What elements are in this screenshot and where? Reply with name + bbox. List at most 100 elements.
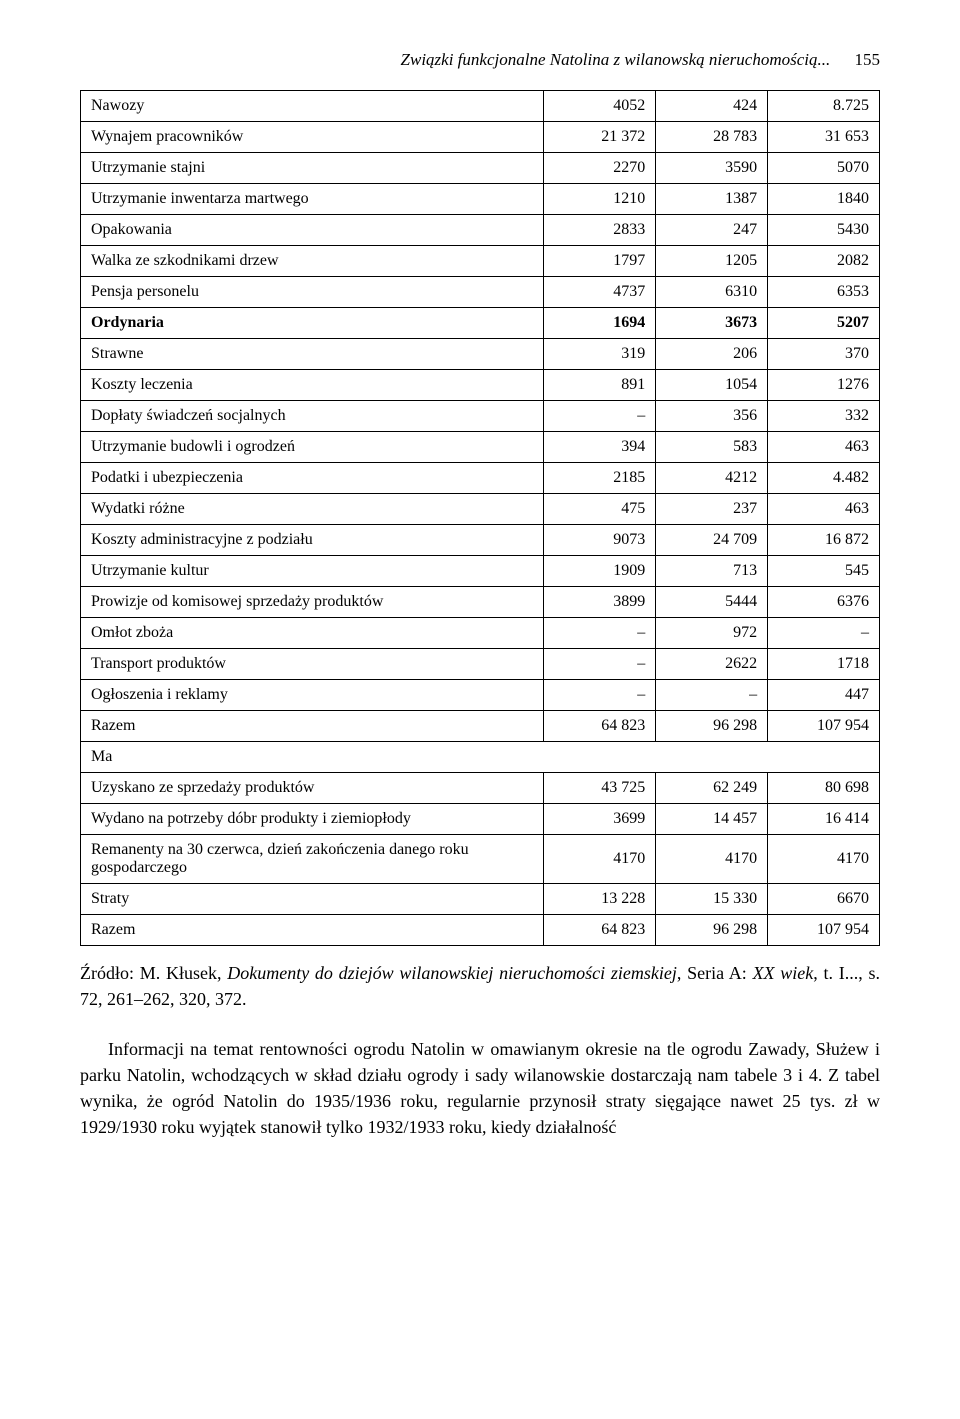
table-cell-value: 332 (768, 401, 880, 432)
table-cell-value: 14 457 (656, 804, 768, 835)
table-cell-value: 5430 (768, 215, 880, 246)
table-cell-value: 4170 (656, 835, 768, 884)
table-cell-value: 3699 (544, 804, 656, 835)
table-cell-value: 2082 (768, 246, 880, 277)
table-cell-value: 247 (656, 215, 768, 246)
table-cell-value: 475 (544, 494, 656, 525)
table-cell-value: 319 (544, 339, 656, 370)
table-cell-value: 16 414 (768, 804, 880, 835)
table-row: Opakowania28332475430 (81, 215, 880, 246)
table-cell-value: 1205 (656, 246, 768, 277)
table-cell-label: Transport produktów (81, 649, 544, 680)
table-cell-label: Utrzymanie stajni (81, 153, 544, 184)
table-row: Uzyskano ze sprzedaży produktów43 72562 … (81, 773, 880, 804)
table-row: Razem64 82396 298107 954 (81, 711, 880, 742)
table-cell-value: 370 (768, 339, 880, 370)
table-row: Transport produktów–26221718 (81, 649, 880, 680)
table-cell-label: Opakowania (81, 215, 544, 246)
table-cell-value: 447 (768, 680, 880, 711)
table-cell-value: 31 653 (768, 122, 880, 153)
table-cell-value: 16 872 (768, 525, 880, 556)
table-cell-value: 4737 (544, 277, 656, 308)
table-row: Ordynaria169436735207 (81, 308, 880, 339)
table-row: Ma (81, 742, 880, 773)
table-row: Pensja personelu473763106353 (81, 277, 880, 308)
table-row: Omłot zboża–972– (81, 618, 880, 649)
table-cell-value: 237 (656, 494, 768, 525)
table-cell-value: 2622 (656, 649, 768, 680)
table-cell-value: 96 298 (656, 711, 768, 742)
table-cell-value: 424 (656, 91, 768, 122)
table-cell-value: 1387 (656, 184, 768, 215)
table-cell-value: 6310 (656, 277, 768, 308)
source-prefix: Źródło: M. Kłusek, (80, 963, 227, 983)
table-cell-value: 80 698 (768, 773, 880, 804)
table-cell-value: – (544, 649, 656, 680)
table-cell-value: 583 (656, 432, 768, 463)
table-row: Wydano na potrzeby dóbr produkty i ziemi… (81, 804, 880, 835)
table-cell-value: 206 (656, 339, 768, 370)
table-cell-value: 9073 (544, 525, 656, 556)
table-cell-value: 4052 (544, 91, 656, 122)
table-row: Wynajem pracowników21 37228 78331 653 (81, 122, 880, 153)
table-cell-value: 62 249 (656, 773, 768, 804)
table-cell-label: Wydano na potrzeby dóbr produkty i ziemi… (81, 804, 544, 835)
table-row: Koszty administracyjne z podziału907324 … (81, 525, 880, 556)
table-cell-value: – (544, 680, 656, 711)
table-cell-value: 96 298 (656, 915, 768, 946)
table-cell-value: – (544, 401, 656, 432)
table-row: Razem64 82396 298107 954 (81, 915, 880, 946)
table-cell-value: – (656, 680, 768, 711)
source-mid1: , Seria A: (677, 963, 753, 983)
body-paragraph: Informacji na temat rentowności ogrodu N… (80, 1036, 880, 1140)
table-cell-value: 713 (656, 556, 768, 587)
table-cell-value: 2270 (544, 153, 656, 184)
table-cell-value: 107 954 (768, 711, 880, 742)
table-cell-value: 2185 (544, 463, 656, 494)
table-cell-label: Straty (81, 884, 544, 915)
table-cell-value: 1054 (656, 370, 768, 401)
table-cell-value: 1276 (768, 370, 880, 401)
table-cell-value: 4170 (768, 835, 880, 884)
table-cell-value: 64 823 (544, 711, 656, 742)
table-cell-label: Dopłaty świadczeń socjalnych (81, 401, 544, 432)
table-row: Podatki i ubezpieczenia218542124.482 (81, 463, 880, 494)
table-row: Dopłaty świadczeń socjalnych–356332 (81, 401, 880, 432)
table-cell-label: Koszty leczenia (81, 370, 544, 401)
table-cell-value: 6376 (768, 587, 880, 618)
table-source: Źródło: M. Kłusek, Dokumenty do dziejów … (80, 960, 880, 1012)
table-cell-value: 1210 (544, 184, 656, 215)
table-row: Utrzymanie inwentarza martwego1210138718… (81, 184, 880, 215)
table-row: Straty13 22815 3306670 (81, 884, 880, 915)
table-cell-value: 6670 (768, 884, 880, 915)
data-table: Nawozy40524248.725Wynajem pracowników21 … (80, 90, 880, 946)
table-cell-label: Remanenty na 30 czerwca, dzień zakończen… (81, 835, 544, 884)
table-cell-value: 13 228 (544, 884, 656, 915)
table-row: Utrzymanie kultur1909713545 (81, 556, 880, 587)
page-number: 155 (855, 50, 881, 69)
table-cell-value: 15 330 (656, 884, 768, 915)
table-cell-value: 1909 (544, 556, 656, 587)
table-cell-label: Omłot zboża (81, 618, 544, 649)
table-cell-value: 4212 (656, 463, 768, 494)
running-header: Związki funkcjonalne Natolina z wilanows… (80, 50, 880, 70)
table-cell-full: Ma (81, 742, 880, 773)
table-cell-label: Ogłoszenia i reklamy (81, 680, 544, 711)
table-cell-value: – (544, 618, 656, 649)
header-title: Związki funkcjonalne Natolina z wilanows… (401, 50, 831, 69)
table-cell-label: Wydatki różne (81, 494, 544, 525)
table-cell-value: 6353 (768, 277, 880, 308)
table-cell-label: Walka ze szkodnikami drzew (81, 246, 544, 277)
source-italic1: Dokumenty do dziejów wilanowskiej nieruc… (227, 963, 677, 983)
table-cell-value: 5444 (656, 587, 768, 618)
table-cell-value: 1694 (544, 308, 656, 339)
table-cell-value: 4170 (544, 835, 656, 884)
table-cell-value: 356 (656, 401, 768, 432)
table-cell-value: 8.725 (768, 91, 880, 122)
table-cell-label: Utrzymanie inwentarza martwego (81, 184, 544, 215)
table-cell-label: Ordynaria (81, 308, 544, 339)
table-cell-value: 2833 (544, 215, 656, 246)
table-cell-label: Nawozy (81, 91, 544, 122)
table-cell-value: 5207 (768, 308, 880, 339)
table-cell-value: 891 (544, 370, 656, 401)
